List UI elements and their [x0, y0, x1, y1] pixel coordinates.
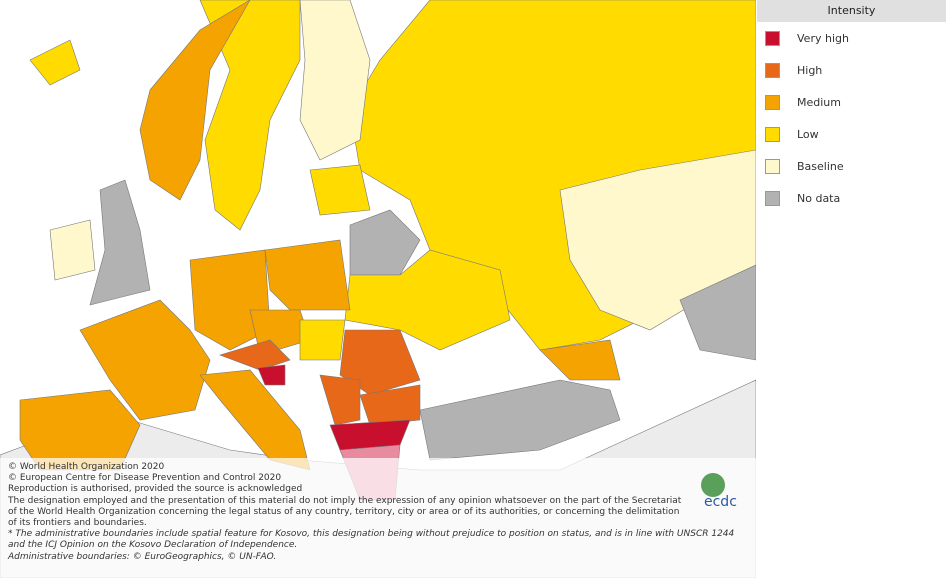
poland — [264, 239, 351, 311]
finland — [299, 0, 371, 161]
germany — [189, 249, 271, 351]
legend-label: Very high — [797, 32, 849, 45]
bulgaria — [359, 384, 421, 426]
mongolia-region — [679, 264, 756, 361]
logo: ecdc — [701, 473, 737, 510]
legend-swatch — [765, 31, 780, 46]
sweden — [199, 0, 301, 231]
attribution-line: The designation employed and the present… — [8, 495, 682, 506]
attribution-line: Reproduction is authorised, provided the… — [8, 484, 303, 495]
legend-swatch — [765, 95, 780, 110]
attribution-line: of its frontiers and boundaries. — [8, 518, 147, 529]
legend: Intensity Very high High Medium Low Baseline… — [757, 0, 946, 578]
iceland — [29, 39, 81, 86]
legend-label: Low — [797, 128, 819, 141]
attribution: © World Health Organization 2020 © Europe… — [0, 458, 756, 578]
hungary — [299, 319, 346, 361]
legend-label: No data — [797, 192, 841, 205]
serbia — [319, 374, 361, 426]
legend-swatch — [765, 63, 780, 78]
attribution-note: * The administrative boundaries include … — [8, 529, 735, 540]
france — [79, 299, 211, 421]
attribution-line: © World Health Organization 2020 — [8, 462, 165, 472]
legend-label: Baseline — [797, 160, 844, 173]
legend-title: Intensity — [757, 0, 946, 22]
attribution-line: © European Centre for Disease Prevention… — [8, 473, 282, 484]
legend-label: High — [797, 64, 823, 77]
ireland — [49, 219, 96, 281]
austria — [219, 339, 291, 371]
attribution-note: and the ICJ Opinion on the Kosovo Declar… — [8, 540, 298, 551]
legend-label: Medium — [797, 96, 841, 109]
baltics — [309, 164, 371, 216]
caucasus — [539, 339, 621, 381]
norway — [139, 0, 251, 201]
uk — [89, 179, 151, 306]
ukraine — [344, 249, 511, 351]
logo-text: ecdc — [704, 494, 737, 510]
legend-swatch — [765, 191, 780, 206]
attribution-line: of the World Health Organization concern… — [8, 506, 680, 517]
legend-swatch — [765, 159, 780, 174]
belarus — [349, 209, 421, 276]
attribution-note: Administrative boundaries: © EuroGeograp… — [8, 551, 277, 562]
romania — [339, 329, 421, 396]
slovenia — [257, 364, 286, 386]
logo-globe — [701, 473, 725, 497]
legend-swatch — [765, 127, 780, 142]
